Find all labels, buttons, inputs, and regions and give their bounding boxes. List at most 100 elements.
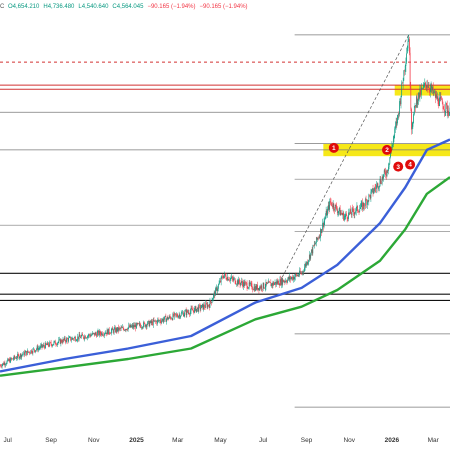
candle-body — [361, 202, 363, 204]
candle-body — [190, 311, 191, 315]
candle-body — [111, 328, 113, 331]
candle-body — [60, 339, 62, 344]
candle-body — [131, 326, 132, 328]
candle-body — [75, 337, 76, 341]
candle-body — [308, 260, 309, 263]
candle-body — [271, 283, 273, 286]
annotation-label-1: 1 — [332, 145, 336, 152]
candle-body — [345, 213, 347, 216]
candle-body — [115, 327, 116, 333]
candle-body — [19, 357, 20, 359]
candle-body — [403, 70, 405, 81]
candle-body — [412, 123, 414, 127]
candle-body — [405, 61, 407, 66]
candle-body — [144, 322, 146, 327]
candle-body — [286, 281, 288, 283]
candle-body — [288, 277, 290, 280]
candle-body — [97, 330, 99, 333]
candle-body — [220, 280, 221, 283]
candle-body — [386, 170, 388, 176]
candle-body — [47, 342, 48, 346]
candle-body — [277, 280, 279, 284]
candle-body — [41, 344, 43, 348]
candle-body — [243, 281, 244, 287]
open-value: O4,654.210 — [8, 4, 40, 10]
candle-body — [360, 207, 361, 209]
candle-body — [159, 320, 161, 322]
candle-body — [414, 105, 416, 106]
candle-body — [73, 337, 75, 340]
candle-body — [408, 39, 410, 42]
candle-body — [364, 199, 366, 207]
candle-body — [36, 349, 37, 351]
candle-body — [427, 86, 429, 88]
candle-body — [410, 86, 412, 110]
candle-body — [367, 200, 368, 205]
candle-body — [180, 315, 181, 318]
candle-body — [152, 321, 153, 326]
candle-body — [17, 354, 18, 359]
candle-body — [206, 304, 208, 308]
candle-body — [106, 332, 107, 335]
candle-body — [35, 350, 37, 352]
candle-body — [272, 282, 274, 286]
annotation-marker-3 — [393, 161, 404, 172]
candle-body — [273, 283, 275, 285]
candle-body — [290, 276, 291, 280]
candle-body — [21, 354, 23, 358]
candle-body — [341, 213, 343, 216]
candle-body — [289, 276, 291, 280]
candle-body — [117, 327, 119, 331]
candle-body — [353, 211, 355, 215]
low-value: L4,540.640 — [78, 4, 109, 10]
x-tick-label: Nov — [343, 437, 355, 444]
candle-body — [304, 264, 306, 268]
candle-body — [169, 316, 171, 318]
candle-body — [429, 89, 431, 92]
candle-body — [447, 110, 449, 114]
candle-body — [148, 320, 150, 327]
candle-body — [334, 204, 336, 211]
candle-body — [309, 254, 311, 259]
candle-body — [137, 323, 139, 325]
candle-body — [204, 304, 205, 308]
candle-body — [445, 102, 447, 111]
candle-body — [434, 91, 435, 93]
candle-body — [211, 300, 213, 303]
x-tick-label: Jul — [4, 437, 13, 444]
candle-body — [118, 327, 120, 331]
candle-body — [370, 191, 372, 199]
candle-body — [435, 94, 437, 98]
candle-body — [43, 344, 44, 347]
candle-body — [117, 327, 118, 332]
candle-body — [74, 337, 76, 338]
candle-body — [434, 91, 436, 98]
candle-body — [301, 271, 303, 274]
candle-body — [227, 277, 229, 281]
candle-body — [294, 274, 296, 277]
candle-body — [224, 273, 226, 276]
candle-body — [396, 121, 398, 124]
candle-body — [208, 304, 209, 306]
candle-body — [367, 200, 369, 202]
candle-body — [64, 337, 65, 340]
candle-body — [231, 276, 233, 279]
candle-body — [82, 335, 84, 338]
candle-body — [197, 307, 199, 312]
candle-body — [356, 205, 358, 208]
candle-body — [299, 270, 300, 276]
candle-body — [194, 307, 195, 313]
candle-body — [287, 277, 289, 280]
x-tick-label: Sep — [45, 437, 57, 444]
candle-body — [139, 323, 141, 326]
candle-body — [210, 300, 212, 302]
candle-body — [317, 238, 319, 240]
candle-body — [198, 305, 200, 312]
candle-body — [401, 82, 403, 96]
candles — [0, 34, 450, 369]
candle-body — [384, 170, 386, 172]
candle-body — [185, 310, 187, 315]
candle-body — [219, 280, 221, 284]
candle-body — [143, 322, 144, 328]
